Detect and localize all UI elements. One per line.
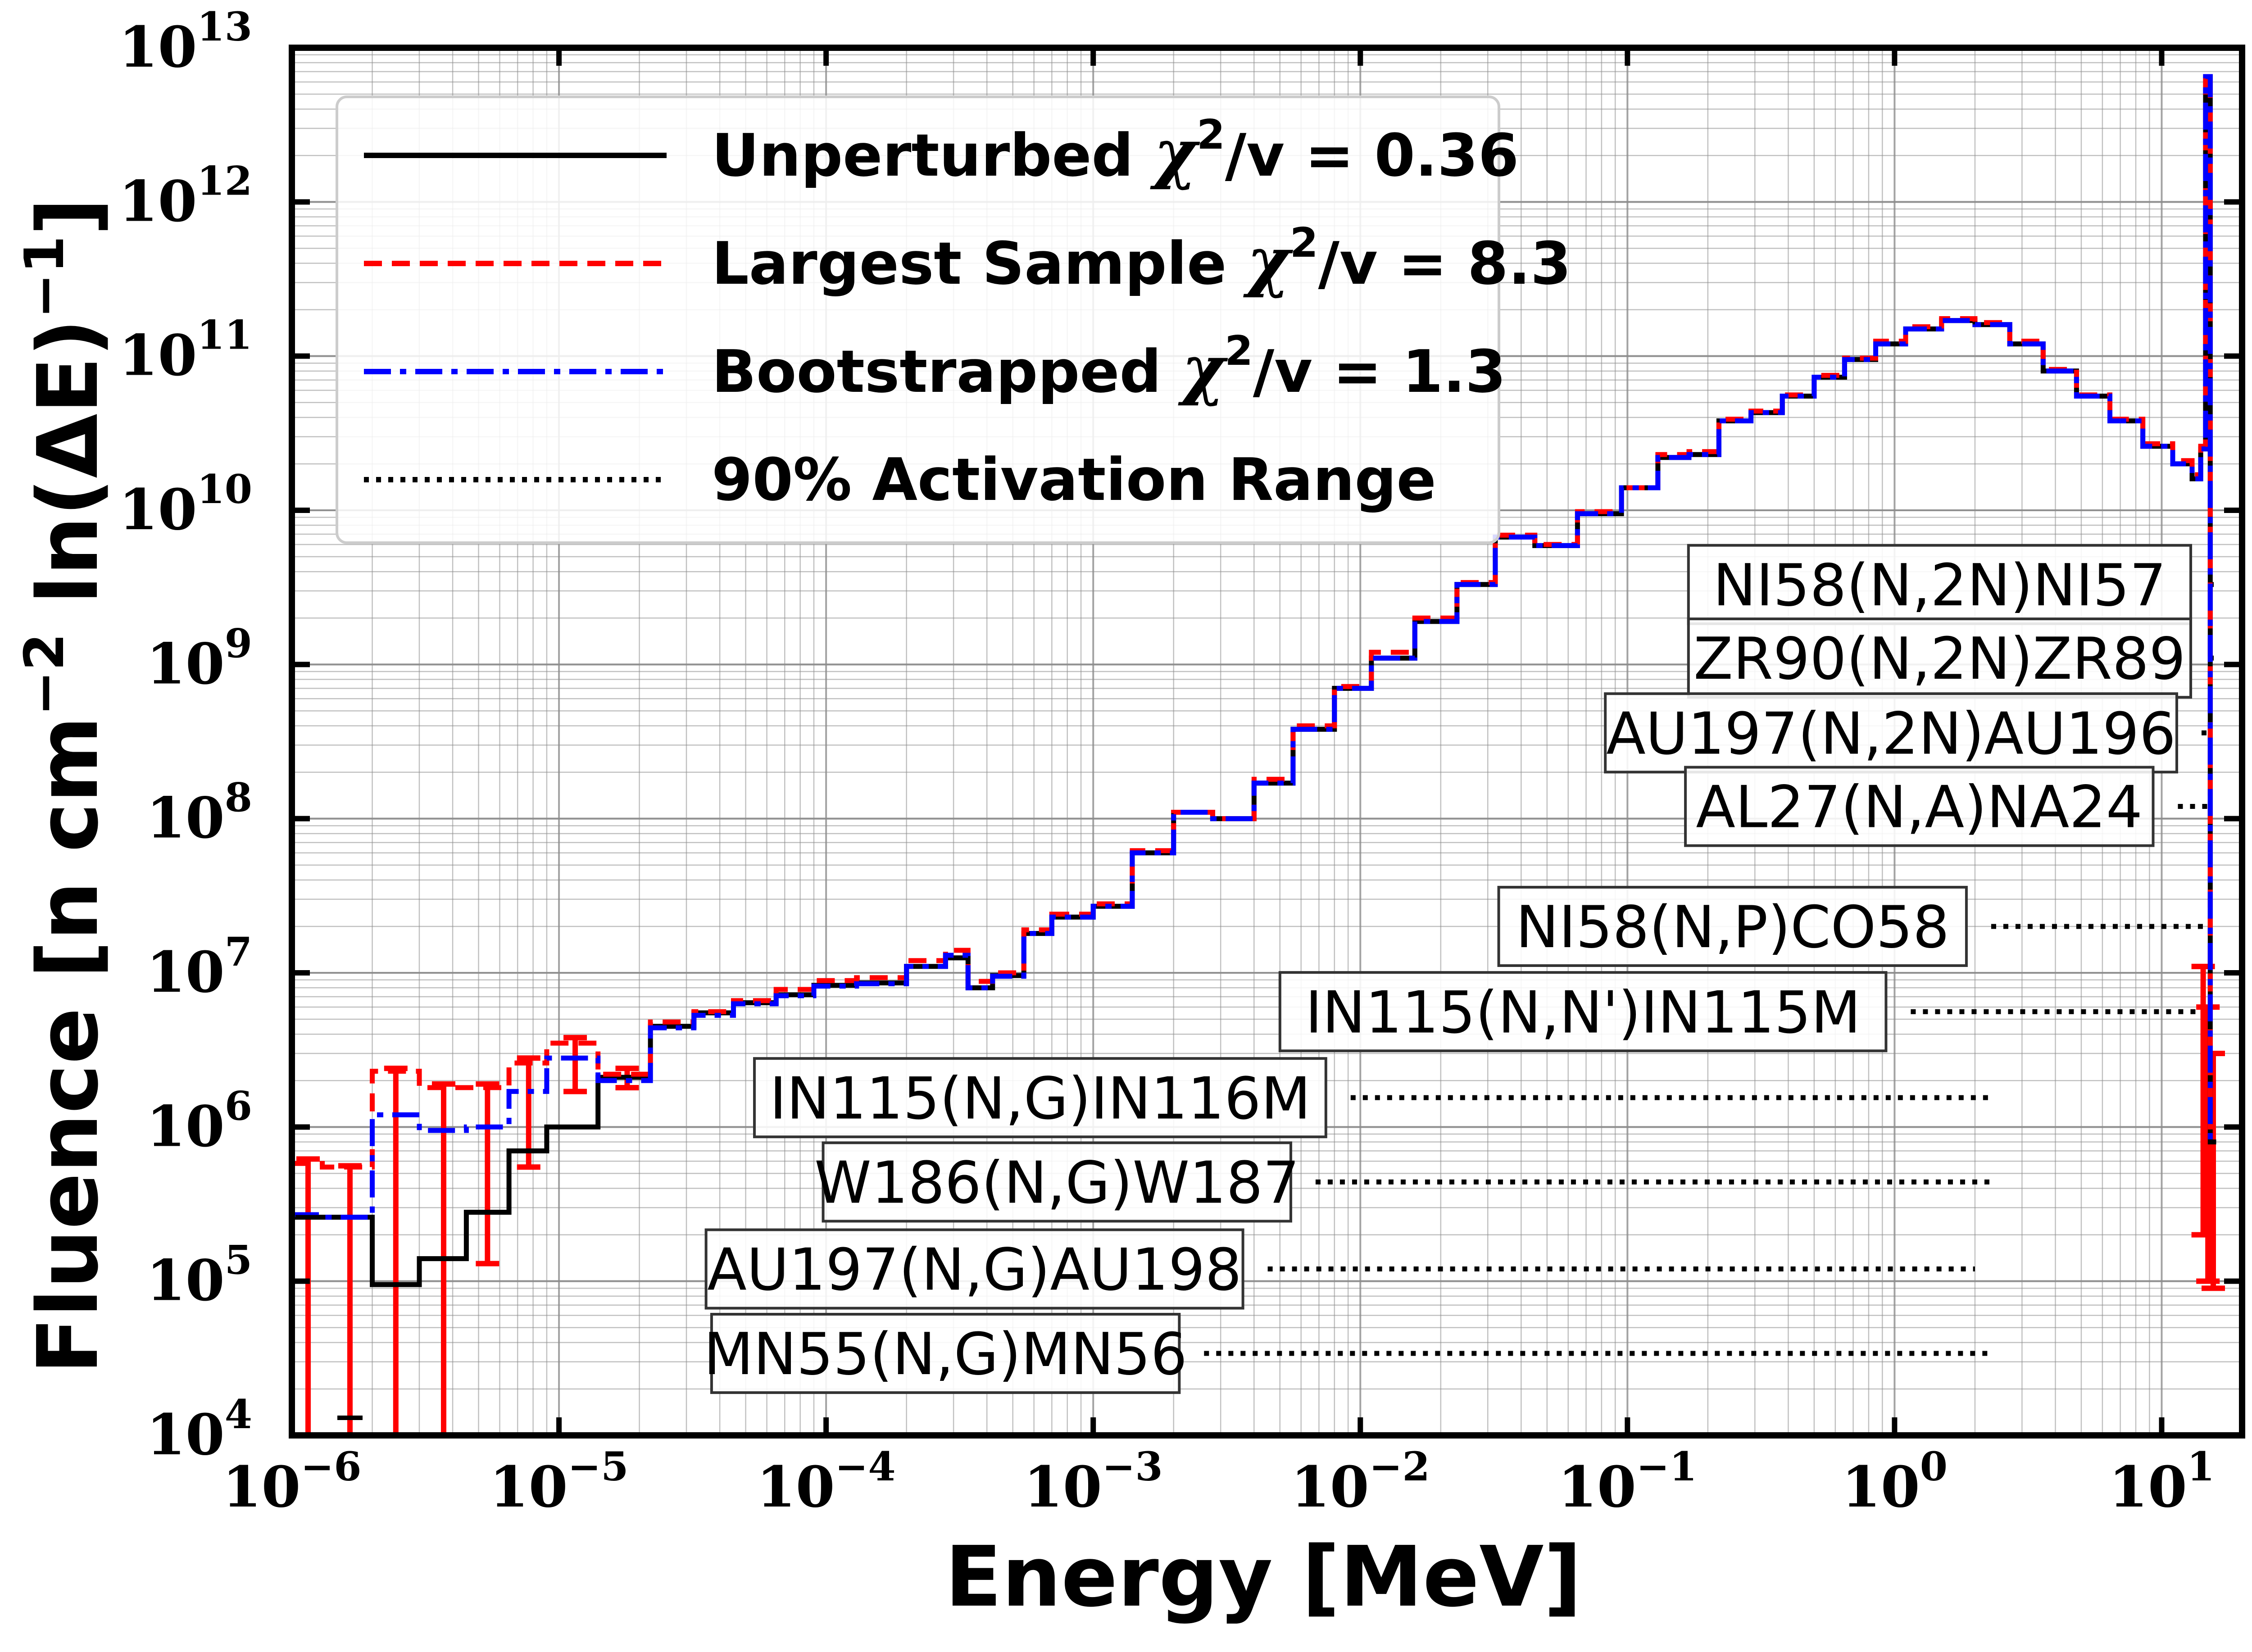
y-tick-label: 107 [146,928,252,1005]
x-tick-label: 10−6 [222,1443,362,1520]
activation-label-box [1497,885,1968,967]
activation-label: IN115(N,G)IN116M [770,1065,1311,1132]
tick-labels: 10−6 10−5 10−4 10−3 10−2 10−1 100 101 104 105 106 1… [119,3,2215,1520]
axes-frame [289,45,2245,1439]
activation-label: IN115(N,N')IN115M [1305,979,1861,1046]
x-tick-label: 10−5 [490,1443,629,1520]
activation-label-box [1684,766,2155,847]
activation-range: IN115(N,G)IN116M [753,1057,1991,1139]
legend-label: Unperturbed χ2/v = 0.36 [712,111,1519,191]
legend-label: Largest Sample χ2/v = 8.3 [712,219,1571,300]
legend-box [336,95,1500,544]
activation-range: MN55(N,G)MN56 [704,1313,1991,1394]
legend: Unperturbed χ2/v = 0.36 Largest Sample χ2… [336,95,1571,544]
legend-label: Bootstrapped χ2/v = 1.3 [712,327,1506,408]
activation-label: AU197(N,2N)AU196 [1606,700,2176,767]
x-tick-label: 10−4 [757,1443,896,1520]
bootstrapped-series [292,74,2216,1220]
x-tick-label: 10−3 [1024,1443,1163,1520]
y-tick-label: 106 [146,1082,252,1159]
series [292,73,2225,1435]
activation-ranges: NI58(N,2N)NI57 ZR90(N,2N)ZR89 AU197(N,2N)A… [704,544,2214,1394]
y-tick-label: 1012 [119,157,252,234]
activation-label: NI58(N,P)CO58 [1516,894,1949,961]
activation-range: AU197(N,G)AU198 [704,1228,1975,1310]
y-axis-label: Fluence [n cm−2 ln(ΔE)−1] [14,198,117,1374]
x-axis-label: Energy [MeV] [945,1528,1582,1625]
error-bar [296,1156,320,1435]
activation-label-box [1278,971,1888,1053]
activation-label: MN55(N,G)MN56 [704,1321,1187,1388]
error-bar [476,1081,499,1266]
activation-range: W186(N,G)W187 [814,1141,1991,1223]
activation-label-box [822,1141,1292,1223]
activation-label-box [1604,692,2178,774]
y-tick-label: 108 [146,774,252,851]
activation-range: NI58(N,P)CO58 [1497,885,2209,967]
activation-label-box [1687,617,2193,699]
y-tick-label: 109 [146,620,252,697]
activation-label-box [710,1313,1181,1394]
error-bar [563,1035,587,1094]
activation-range: IN115(N,N')IN115M [1278,971,2209,1053]
x-tick-label: 10−2 [1291,1443,1430,1520]
x-tick-label: 100 [1842,1443,1948,1520]
activation-label-box [1687,544,2193,625]
error-bar [384,1066,408,1435]
y-tick-label: 1011 [119,312,252,389]
plot-frame [289,45,2245,1439]
activation-range: ZR90(N,2N)ZR89 [1687,617,2214,699]
activation-label: AU197(N,G)AU198 [707,1237,1242,1304]
activation-label: NI58(N,2N)NI57 [1713,552,2166,619]
x-tick-label: 101 [2109,1443,2215,1520]
y-tick-label: 104 [146,1391,252,1468]
activation-range: NI58(N,2N)NI57 [1687,544,2214,625]
y-tick-label: 105 [146,1237,252,1314]
error-bar [2202,1050,2225,1291]
activation-label: W186(N,G)W187 [814,1149,1299,1216]
x-tick-label: 10−1 [1558,1443,1697,1520]
activation-label: ZR90(N,2N)ZR89 [1694,626,2186,693]
activation-range: AU197(N,2N)AU196 [1604,692,2211,774]
activation-label-box [704,1228,1244,1310]
activation-label: AL27(N,A)NA24 [1696,774,2143,841]
activation-range: AL27(N,A)NA24 [1684,766,2209,847]
y-tick-label: 1010 [119,466,252,543]
activation-label-box [753,1057,1327,1139]
legend-label: 90% Activation Range [712,445,1436,514]
y-tick-label: 1013 [119,3,252,80]
